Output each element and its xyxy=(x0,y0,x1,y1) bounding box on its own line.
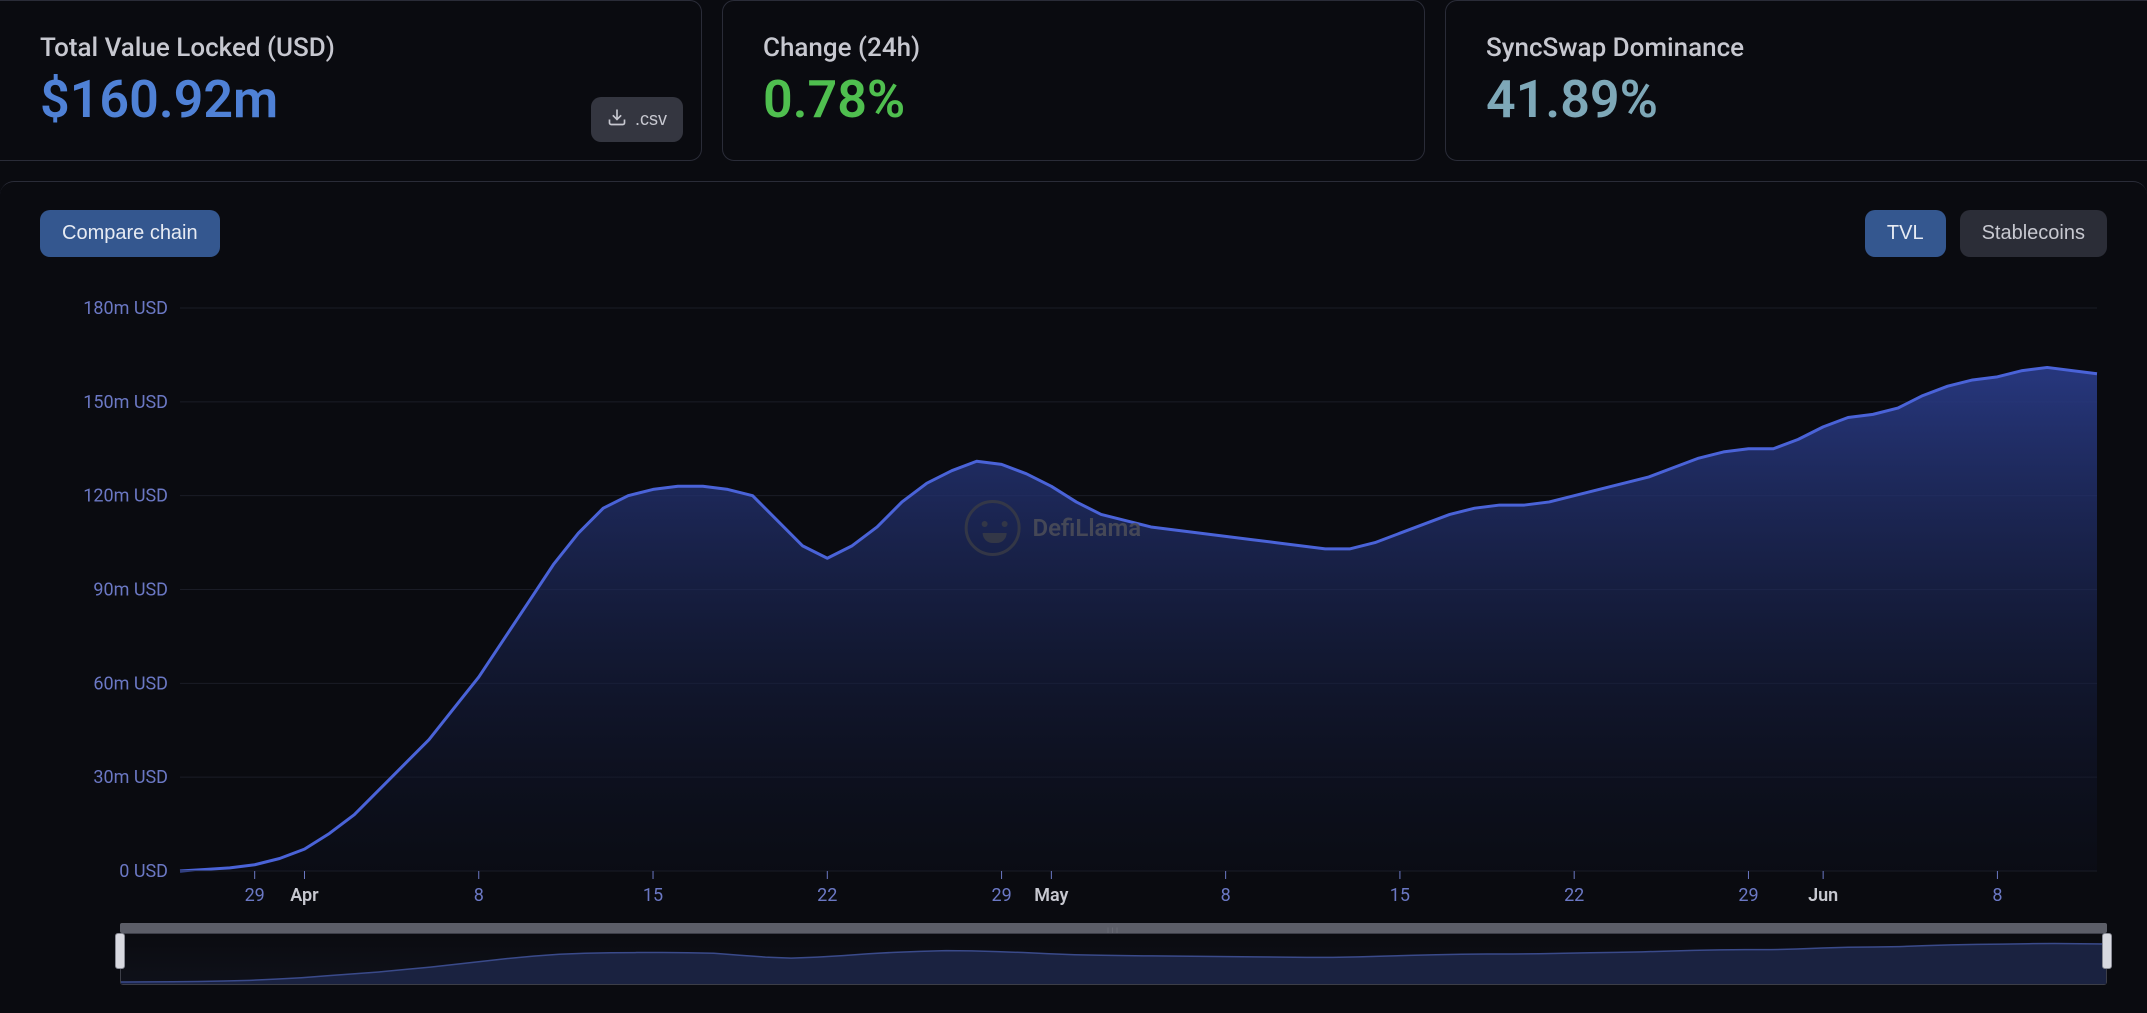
tab-stablecoins[interactable]: Stablecoins xyxy=(1960,210,2107,257)
svg-text:0 USD: 0 USD xyxy=(119,861,168,882)
scrub-track[interactable]: ııı xyxy=(120,923,2107,933)
svg-text:Apr: Apr xyxy=(290,885,319,906)
svg-text:30m USD: 30m USD xyxy=(93,767,168,788)
svg-text:Jun: Jun xyxy=(1808,885,1838,906)
tvl-card: Total Value Locked (USD) $160.92m .csv xyxy=(0,0,702,161)
svg-text:15: 15 xyxy=(643,885,663,906)
svg-text:22: 22 xyxy=(1564,885,1584,906)
dominance-label: SyncSwap Dominance xyxy=(1486,33,2107,63)
chart-panel: Compare chain TVL Stablecoins 0 USD 30m U… xyxy=(0,181,2147,1013)
compare-chain-button[interactable]: Compare chain xyxy=(40,210,220,257)
csv-label: .csv xyxy=(635,109,667,130)
scrub-mini-chart xyxy=(121,934,2106,984)
svg-text:150m USD: 150m USD xyxy=(83,392,168,413)
download-icon xyxy=(607,107,627,132)
dominance-card: SyncSwap Dominance 41.89% xyxy=(1445,0,2147,161)
svg-text:60m USD: 60m USD xyxy=(93,674,168,695)
svg-text:180m USD: 180m USD xyxy=(83,298,168,319)
svg-text:8: 8 xyxy=(1992,885,2002,906)
svg-text:May: May xyxy=(1034,885,1068,906)
svg-text:90m USD: 90m USD xyxy=(93,580,168,601)
chart-area: 0 USD 30m USD 60m USD 90m USD 120m USD 150m U… xyxy=(40,273,2107,985)
change-card: Change (24h) 0.78% xyxy=(722,0,1425,161)
svg-text:29: 29 xyxy=(1738,885,1758,906)
scrub-handle-left[interactable] xyxy=(115,933,125,969)
svg-text:29: 29 xyxy=(991,885,1011,906)
svg-text:29: 29 xyxy=(245,885,265,906)
svg-text:22: 22 xyxy=(817,885,837,906)
change-label: Change (24h) xyxy=(763,33,1384,63)
svg-text:8: 8 xyxy=(474,885,484,906)
stat-cards: Total Value Locked (USD) $160.92m .csv C… xyxy=(0,0,2147,161)
tab-tvl[interactable]: TVL xyxy=(1865,210,1946,257)
scrub-preview xyxy=(120,933,2107,985)
svg-text:8: 8 xyxy=(1221,885,1231,906)
time-scrubber[interactable]: ııı xyxy=(120,923,2107,985)
tvl-label: Total Value Locked (USD) xyxy=(40,33,661,63)
scrub-handle-right[interactable] xyxy=(2102,933,2112,969)
dominance-value: 41.89% xyxy=(1486,71,2107,128)
svg-text:120m USD: 120m USD xyxy=(83,486,168,507)
chart-toolbar: Compare chain TVL Stablecoins xyxy=(40,210,2107,257)
svg-text:15: 15 xyxy=(1390,885,1410,906)
download-csv-button[interactable]: .csv xyxy=(591,97,683,142)
tvl-area-chart[interactable]: 0 USD 30m USD 60m USD 90m USD 120m USD 150m U… xyxy=(40,273,2107,911)
tvl-value: $160.92m xyxy=(40,71,661,128)
change-value: 0.78% xyxy=(763,71,1384,128)
